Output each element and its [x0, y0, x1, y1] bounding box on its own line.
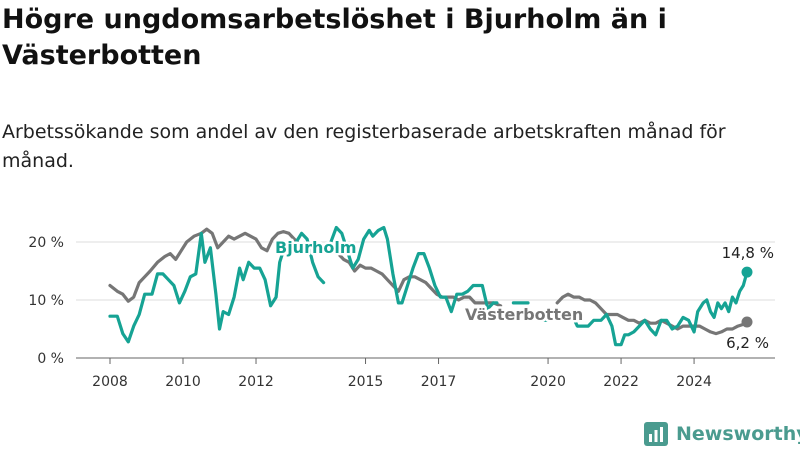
- chart-title: Högre ungdomsarbetslöshet i Bjurholm än …: [2, 4, 667, 71]
- x-tick-label: 2020: [530, 374, 566, 390]
- line-chart: 0 % 10 % 20 % 2008 2010 2012 2015 2017 2020 2022…: [28, 225, 775, 390]
- series-lines: [108, 225, 753, 347]
- brand-name: Newsworthy: [676, 423, 800, 445]
- series-label-bjurholm: Bjurholm: [275, 238, 357, 257]
- x-tick-label: 2017: [421, 374, 457, 390]
- series-line-bjurholm: [108, 231, 326, 344]
- series-line-vasterbotten: [555, 292, 749, 336]
- y-tick-label: 20 %: [28, 235, 64, 251]
- x-tick-label: 2012: [238, 374, 274, 390]
- y-tick-label: 0 %: [37, 351, 64, 367]
- x-tick-label: 2024: [676, 374, 712, 390]
- series-line-bjurholm: [542, 307, 557, 322]
- newsworthy-logo-icon: [644, 422, 668, 446]
- x-tick-label: 2008: [92, 374, 128, 390]
- series-line-bjurholm: [570, 270, 749, 347]
- end-value-vasterbotten: 6,2 %: [726, 334, 769, 352]
- y-tick-label: 10 %: [28, 293, 64, 309]
- end-value-bjurholm: 14,8 %: [722, 244, 774, 262]
- y-axis-tick-labels: 0 % 10 % 20 %: [28, 235, 64, 367]
- x-tick-label: 2010: [165, 374, 201, 390]
- chart-subtitle: Arbetssökande som andel av den registerb…: [2, 121, 726, 172]
- end-point-bjurholm: [741, 266, 753, 278]
- x-tick-label: 2015: [348, 374, 384, 390]
- series-label-vasterbotten: Västerbotten: [465, 305, 583, 324]
- end-point-vasterbotten: [741, 316, 753, 328]
- series-labels: Bjurholm Västerbotten 14,8 % 6,2 %: [273, 236, 775, 353]
- series-line-bjurholm: [329, 225, 499, 314]
- x-axis: 2008 2010 2012 2015 2017 2020 2022 2024: [76, 357, 775, 390]
- newsworthy-brand: Newsworthy: [644, 420, 800, 448]
- x-tick-label: 2022: [603, 374, 639, 390]
